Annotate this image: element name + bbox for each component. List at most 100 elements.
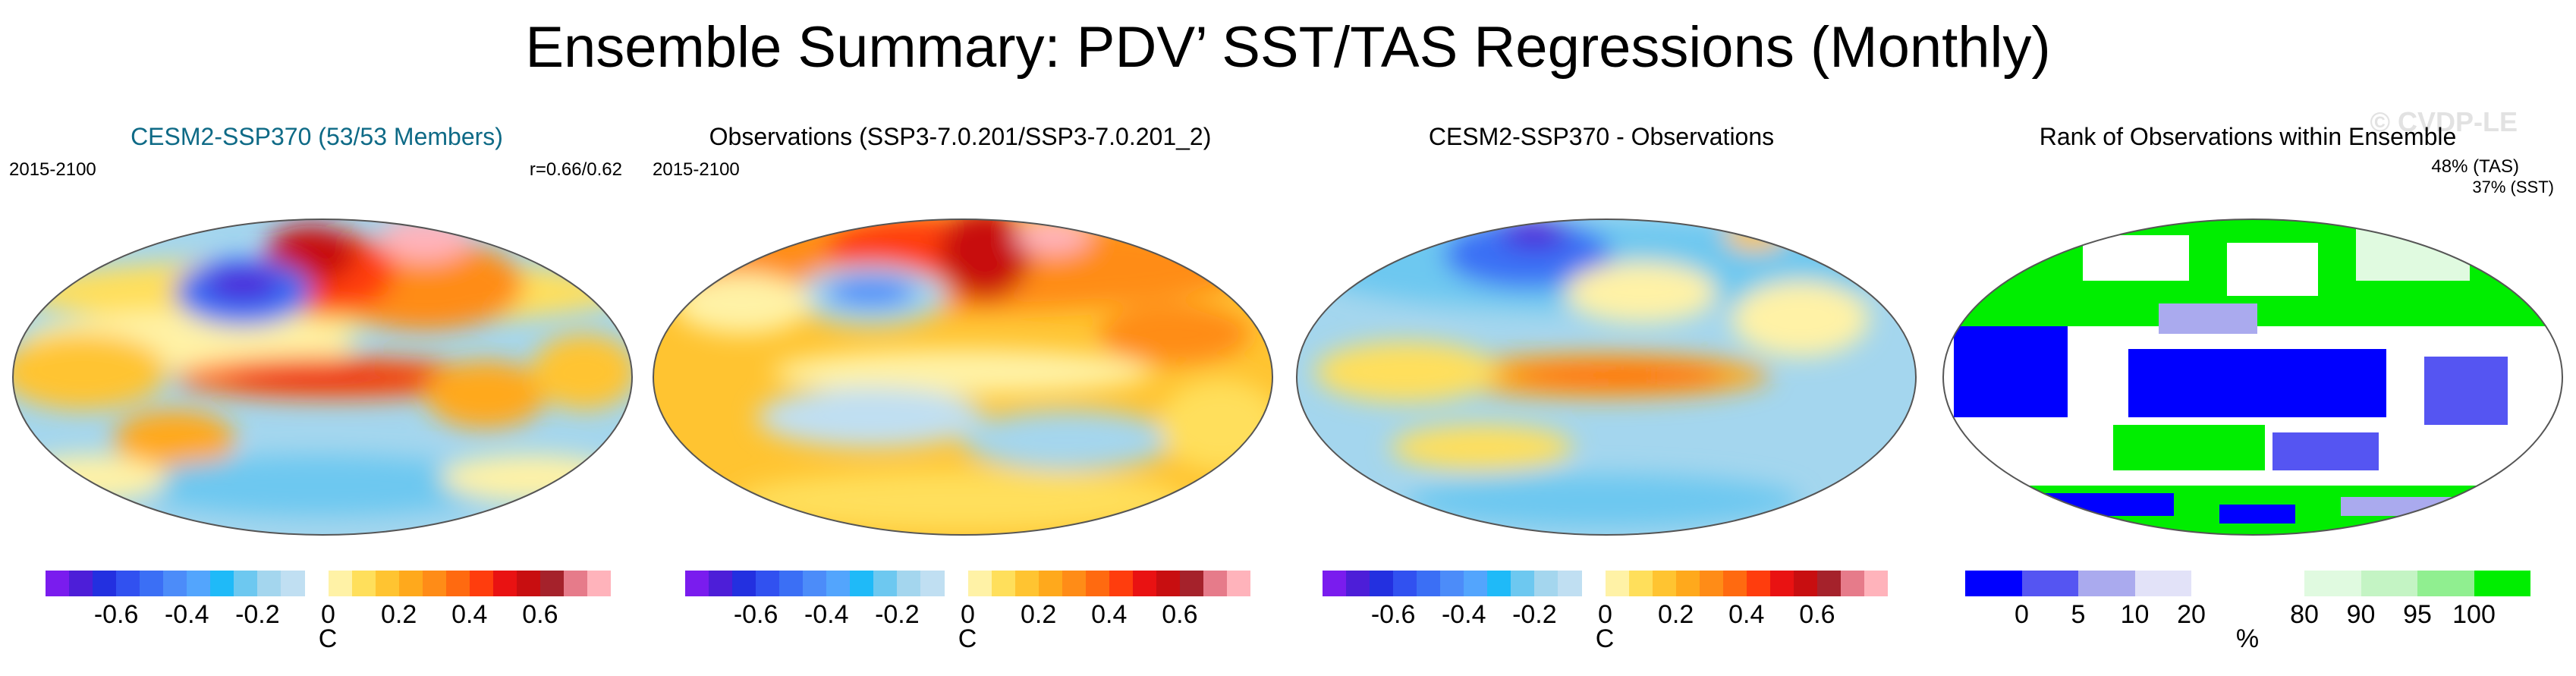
colorbar-swatch: [850, 571, 874, 596]
colorbar-tick-label: -0.4: [804, 600, 849, 629]
colorbar-swatch: [187, 571, 211, 596]
rank-sst-label: 37% (SST): [2472, 178, 2554, 197]
model-regression-map: [12, 219, 633, 536]
colorbar-tick-label: -0.4: [164, 600, 209, 629]
colorbar-swatch: [1769, 571, 1794, 596]
colorbar-tick-label: 0: [2015, 600, 2029, 629]
colorbar-swatch: [1487, 571, 1511, 596]
colorbar-swatch: [1628, 571, 1653, 596]
colorbar-swatch: [1062, 571, 1086, 596]
colorbar-tick-label: 10: [2120, 600, 2150, 629]
colorbar-swatch: [1675, 571, 1700, 596]
colorbar-swatch: [1179, 571, 1204, 596]
map-border: [1296, 219, 1917, 536]
map-field: [1297, 219, 1916, 535]
colorbar-swatch: [1393, 571, 1417, 596]
colorbar: [685, 571, 1251, 596]
colorbar-swatch: [281, 571, 305, 596]
panel-model-ensemble: CESM2-SSP370 (53/53 Members) 2015-2100 r…: [0, 121, 634, 676]
colorbar-swatch: [516, 571, 540, 596]
cvdp-watermark: © CVDP-LE: [2370, 106, 2518, 137]
colorbar-tick-label: 95: [2403, 600, 2432, 629]
colorbar-tick-label: -0.6: [93, 600, 139, 629]
colorbar-tick-label: 0.6: [1799, 600, 1835, 629]
colorbar-swatch: [445, 571, 470, 596]
colorbar-swatch: [1464, 571, 1488, 596]
colorbar-swatch: [234, 571, 258, 596]
rank-map: [1942, 219, 2563, 536]
colorbar-swatch: [2361, 571, 2417, 596]
panel-model-minus-observations: CESM2-SSP370 - Observations C -0.6 -0.4 -0…: [1285, 121, 1918, 676]
colorbar-tick-label: 0: [961, 600, 975, 629]
colorbar-unit: %: [2235, 624, 2260, 653]
period-label: 2015-2100: [653, 159, 740, 180]
map-border: [653, 219, 1273, 536]
colorbar-swatch: [967, 571, 992, 596]
colorbar-swatch: [1699, 571, 1723, 596]
period-label: 2015-2100: [9, 159, 96, 180]
colorbar: [1965, 571, 2530, 596]
rank-tas-label: 48% (TAS): [2431, 156, 2519, 177]
colorbar-swatch: [93, 571, 117, 596]
correlation-label: r=0.66/0.62: [529, 159, 622, 180]
colorbar-swatch: [2247, 571, 2304, 596]
colorbar-tick-label: 0.4: [1728, 600, 1765, 629]
colorbar-tick-label: 0.4: [451, 600, 488, 629]
colorbar-swatch: [587, 571, 612, 596]
observations-regression-map: [653, 219, 1273, 536]
colorbar-swatch: [398, 571, 423, 596]
colorbar-tick-label: 20: [2177, 600, 2206, 629]
panel-title: CESM2-SSP370 - Observations: [1428, 123, 1775, 150]
colorbar-swatch: [1534, 571, 1558, 596]
colorbar-swatch: [756, 571, 780, 596]
colorbar-swatch: [1323, 571, 1347, 596]
colorbar-swatch: [69, 571, 93, 596]
colorbar-swatch: [897, 571, 921, 596]
colorbar-swatch: [1132, 571, 1156, 596]
colorbar-swatch: [564, 571, 588, 596]
colorbar-swatch: [1864, 571, 1889, 596]
colorbar-unit: C: [958, 624, 977, 653]
colorbar-swatch: [1109, 571, 1133, 596]
colorbar-tick-label: 80: [2290, 600, 2319, 629]
panel-title: Rank of Observations within Ensemble: [2039, 123, 2457, 150]
colorbar-unit: C: [1595, 624, 1615, 653]
colorbar-swatch: [2474, 571, 2530, 596]
colorbar-swatch: [1227, 571, 1251, 596]
colorbar-swatch: [1558, 571, 1582, 596]
colorbar-swatch: [140, 571, 164, 596]
colorbar-swatch: [1841, 571, 1865, 596]
colorbar-swatch: [1038, 571, 1062, 596]
colorbar-swatch: [2021, 571, 2078, 596]
difference-map: [1296, 219, 1917, 536]
map-field: [1943, 219, 2562, 535]
colorbar-tick-label: -0.6: [733, 600, 778, 629]
colorbar-swatch: [826, 571, 851, 596]
colorbar-swatch: [351, 571, 376, 596]
colorbar-tick-label: 0.2: [1657, 600, 1694, 629]
colorbar-tick-label: 90: [2346, 600, 2376, 629]
panel-rank: Rank of Observations within Ensemble 48%…: [1931, 121, 2565, 676]
colorbar-tick-label: 0.6: [522, 600, 558, 629]
colorbar-swatch: [920, 571, 945, 596]
colorbar-swatch: [46, 571, 70, 596]
colorbar-swatch: [1370, 571, 1394, 596]
panel-title: CESM2-SSP370 (53/53 Members): [131, 123, 503, 150]
colorbar-swatch: [1605, 571, 1629, 596]
colorbar-swatch: [1511, 571, 1535, 596]
colorbar-swatch: [492, 571, 517, 596]
map-field: [653, 219, 1272, 535]
colorbar-swatch: [873, 571, 898, 596]
colorbar-swatch: [1085, 571, 1109, 596]
colorbar-swatch: [2078, 571, 2135, 596]
colorbar-swatch: [685, 571, 709, 596]
colorbar: [1323, 571, 1889, 596]
colorbar-swatch: [2191, 571, 2248, 596]
colorbar-tick-label: -0.2: [875, 600, 920, 629]
colorbar-swatch: [1417, 571, 1441, 596]
colorbar-tick-label: -0.6: [1370, 600, 1416, 629]
figure-title: Ensemble Summary: PDV’ SST/TAS Regressio…: [525, 15, 2051, 80]
colorbar-swatch: [1816, 571, 1842, 596]
colorbar-tick-label: -0.2: [1512, 600, 1557, 629]
colorbar-swatch: [1746, 571, 1770, 596]
